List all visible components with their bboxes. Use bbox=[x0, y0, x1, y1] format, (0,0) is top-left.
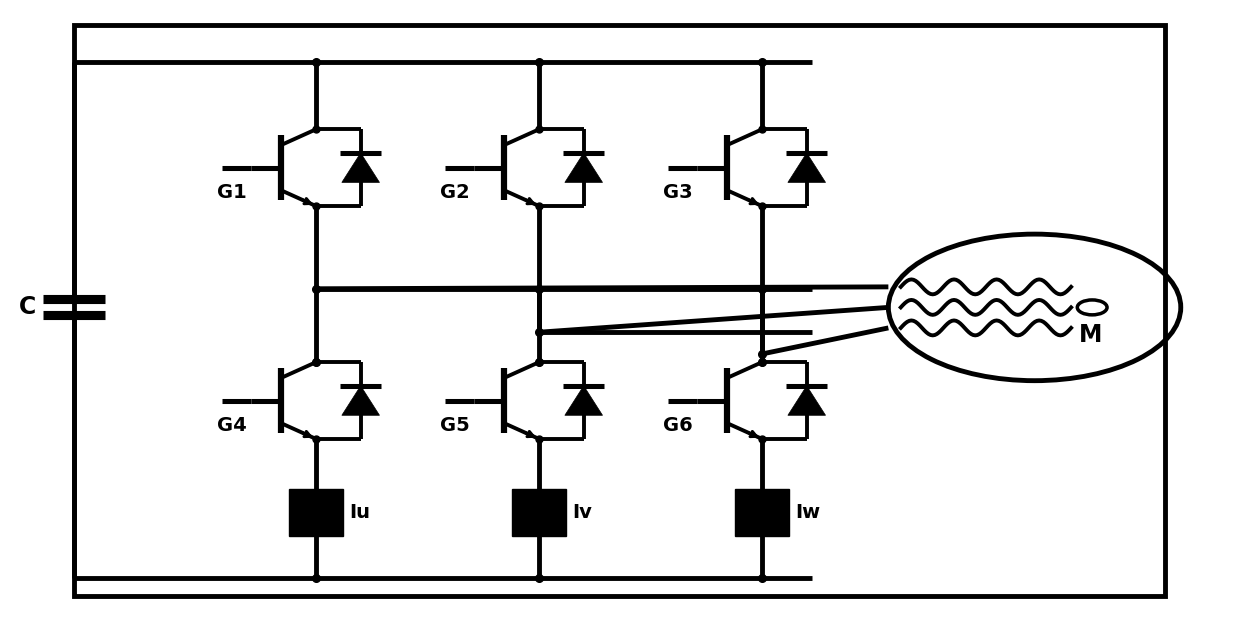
Bar bbox=[74, 25, 1165, 596]
Polygon shape bbox=[788, 386, 825, 415]
Text: G1: G1 bbox=[217, 183, 247, 202]
Polygon shape bbox=[342, 153, 379, 183]
Text: G2: G2 bbox=[440, 183, 470, 202]
Text: G3: G3 bbox=[663, 183, 693, 202]
Text: G6: G6 bbox=[663, 416, 693, 435]
Text: G5: G5 bbox=[440, 416, 470, 435]
Text: C: C bbox=[19, 296, 36, 319]
Bar bbox=[289, 489, 343, 536]
Polygon shape bbox=[342, 386, 379, 415]
Bar bbox=[512, 489, 566, 536]
Text: Iv: Iv bbox=[572, 503, 592, 522]
Polygon shape bbox=[565, 153, 602, 183]
Polygon shape bbox=[788, 153, 825, 183]
Bar bbox=[735, 489, 789, 536]
Text: M: M bbox=[1078, 324, 1101, 347]
Polygon shape bbox=[565, 386, 602, 415]
Text: G4: G4 bbox=[217, 416, 247, 435]
Text: Iw: Iw bbox=[795, 503, 820, 522]
Text: Iu: Iu bbox=[349, 503, 370, 522]
